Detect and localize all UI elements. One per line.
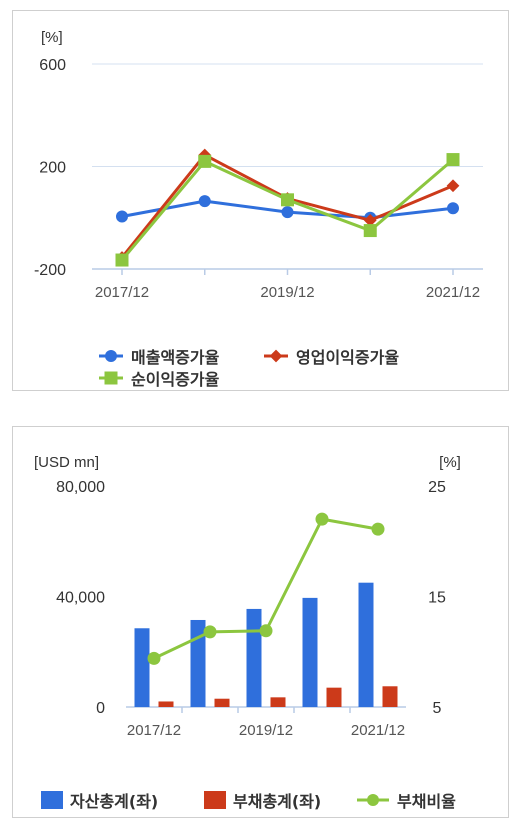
bar-total-assets xyxy=(302,597,318,707)
legend-red-square-icon xyxy=(204,791,226,809)
bar-total-assets xyxy=(190,619,206,707)
legend-label: 부채총계(좌) xyxy=(233,792,322,811)
legend-line-circle-icon xyxy=(356,793,390,807)
data-point xyxy=(116,210,128,223)
growth-chart-panel: [%] 600 200 -200 2017/12 2019/12 2021/12 매출액증가… xyxy=(12,10,509,391)
right-y-tick-label: 5 xyxy=(433,700,442,717)
legend-circle-icon xyxy=(98,349,124,363)
right-y-tick-label: 25 xyxy=(428,479,446,496)
bar-total-liabilities xyxy=(270,697,286,707)
legend-square-icon xyxy=(98,371,124,385)
balance-chart-panel: [USD mn] [%] 80,000 40,000 0 25 15 5 2017/12 2019… xyxy=(12,426,509,818)
left-unit-label: [USD mn] xyxy=(34,454,99,471)
legend-item-sales-growth[interactable]: 매출액증가율 xyxy=(98,344,219,368)
data-point-debt-ratio xyxy=(315,512,329,526)
data-point-debt-ratio xyxy=(371,522,385,536)
bar-total-liabilities xyxy=(158,701,174,707)
balance-chart-svg: [USD mn] [%] 80,000 40,000 0 25 15 5 2017/12 2019… xyxy=(34,454,461,739)
bar-total-liabilities xyxy=(382,686,398,707)
bar-total-assets xyxy=(358,582,374,707)
data-point xyxy=(447,202,459,215)
left-y-tick-label: 40,000 xyxy=(56,590,105,607)
x-tick-label: 2021/12 xyxy=(351,722,405,739)
y-tick-label: 600 xyxy=(39,57,66,74)
data-point-debt-ratio xyxy=(259,624,273,638)
legend-label: 매출액증가율 xyxy=(131,348,220,367)
data-point xyxy=(363,213,377,227)
data-point-debt-ratio xyxy=(147,651,161,665)
bar-total-liabilities xyxy=(214,698,230,707)
data-point xyxy=(281,193,294,207)
x-tick-label: 2019/12 xyxy=(260,284,314,301)
bar-total-liabilities xyxy=(326,687,342,707)
left-y-tick-label: 80,000 xyxy=(56,479,105,496)
right-unit-label: [%] xyxy=(439,454,461,471)
data-point xyxy=(198,195,211,208)
data-point xyxy=(446,153,460,167)
y-tick-label: 200 xyxy=(39,160,66,177)
x-tick-label: 2017/12 xyxy=(95,284,149,301)
legend-item-net-income-growth[interactable]: 순이익증가율 xyxy=(98,366,219,390)
bar-total-assets xyxy=(134,628,150,707)
x-tick-label: 2017/12 xyxy=(127,722,181,739)
y-tick-label: -200 xyxy=(34,262,66,279)
growth-chart-svg: [%] 600 200 -200 2017/12 2019/12 2021/12 xyxy=(34,29,483,301)
legend-label: 순이익증가율 xyxy=(131,370,220,389)
x-tick-label: 2021/12 xyxy=(426,284,480,301)
data-point xyxy=(198,154,212,168)
series-line-debt-ratio xyxy=(153,517,379,660)
right-y-tick-label: 15 xyxy=(428,590,446,607)
legend-item-total-liabilities[interactable]: 부채총계(좌) xyxy=(204,788,321,812)
data-point xyxy=(281,206,294,219)
legend-blue-square-icon xyxy=(41,791,63,809)
left-y-tick-label: 0 xyxy=(96,700,105,717)
legend-label: 자산총계(좌) xyxy=(70,792,159,811)
legend-item-debt-ratio[interactable]: 부채비율 xyxy=(356,788,456,812)
data-point xyxy=(363,224,377,238)
x-tick-label: 2019/12 xyxy=(239,722,293,739)
data-point-debt-ratio xyxy=(203,625,217,639)
legend-item-operating-profit-growth[interactable]: 영업이익증가율 xyxy=(263,344,399,368)
data-point xyxy=(115,253,129,267)
legend-label: 영업이익증가율 xyxy=(296,348,400,367)
legend-item-total-assets[interactable]: 자산총계(좌) xyxy=(41,788,158,812)
legend-diamond-icon xyxy=(263,349,289,363)
data-point xyxy=(446,179,460,193)
legend-label: 부채비율 xyxy=(397,792,456,811)
y-unit-label: [%] xyxy=(41,29,63,46)
bar-total-assets xyxy=(246,608,262,707)
